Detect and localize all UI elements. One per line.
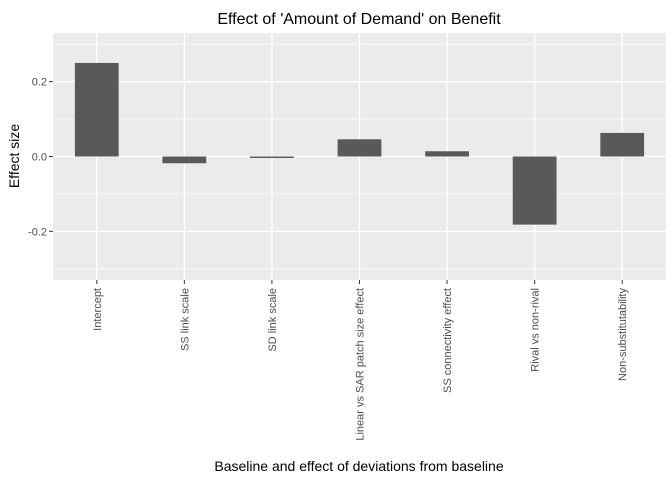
- y-tick-label: -0.2: [28, 226, 47, 238]
- x-tick-label: Non-substitutability: [617, 288, 629, 381]
- bars: [74, 62, 645, 225]
- bar: [512, 156, 557, 225]
- bar: [74, 62, 119, 157]
- bar: [337, 139, 382, 157]
- bar: [425, 151, 469, 157]
- y-axis: -0.2 0.0 0.2: [28, 77, 53, 238]
- chart-title: Effect of 'Amount of Demand' on Benefit: [217, 11, 501, 28]
- x-axis: Intercept SS link scale SD link scale Linea…: [92, 280, 629, 441]
- x-tick-label: SS connectivity effect: [442, 288, 454, 393]
- x-tick-label: Intercept: [92, 288, 104, 331]
- x-tick-label: SD link scale: [267, 288, 279, 352]
- y-tick-label: 0.0: [32, 152, 47, 164]
- y-tick-label: 0.2: [32, 77, 47, 89]
- x-tick-label: SS link scale: [179, 288, 191, 351]
- x-tick-label: Rival vs non-rival: [530, 288, 542, 372]
- y-axis-title: Effect size: [6, 124, 22, 189]
- bar: [600, 132, 645, 157]
- x-axis-title: Baseline and effect of deviations from b…: [214, 458, 503, 474]
- x-tick-label: Linear vs SAR patch size effect: [355, 288, 367, 441]
- bar: [250, 156, 294, 158]
- bar: [162, 156, 207, 164]
